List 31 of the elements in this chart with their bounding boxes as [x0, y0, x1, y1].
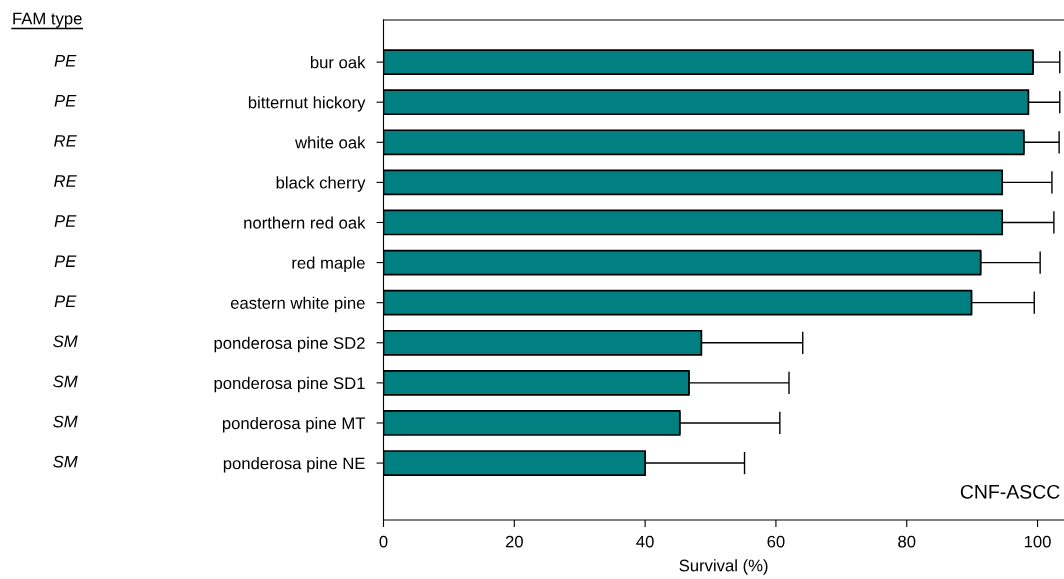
y2-tick-label: RE: [54, 135, 77, 147]
y-tick-label: ponderosa pine NE: [223, 457, 365, 473]
y2-tick-label: PE: [54, 255, 77, 267]
y-tick-label: bur oak: [310, 56, 366, 69]
y-tick-label: white oak: [295, 136, 366, 149]
y-tick-label: northern red oak: [244, 216, 366, 229]
y-tick-label: bitternut hickory: [248, 96, 366, 112]
y2-tick-label: PE: [54, 215, 77, 227]
y2-tick-label: SM: [53, 455, 78, 468]
y-tick-label: red maple: [292, 256, 365, 273]
y2-tick-label: SM: [53, 415, 78, 428]
y2-tick-label: PE: [54, 54, 77, 67]
x-axis-title: Survival (%): [679, 559, 768, 575]
y2-tick-label: PE: [54, 295, 77, 307]
y2-tick-label: RE: [54, 175, 77, 187]
y-tick-label: eastern white pine: [230, 296, 365, 313]
y2-tick-label: PE: [54, 95, 77, 107]
y-tick-label: ponderosa pine MT: [222, 416, 366, 433]
y-tick-label: black cherry: [276, 176, 366, 192]
x-tick-label: 40: [636, 535, 654, 548]
y-tick-label: ponderosa pine SD1: [214, 376, 365, 393]
x-tick-label: 60: [767, 535, 785, 548]
text: FAM type: [13, 12, 82, 28]
x-tick-label: 100: [1024, 535, 1051, 548]
x-tick-label: 80: [898, 535, 916, 548]
y-tick-label: ponderosa pine SD2: [214, 336, 365, 353]
x-tick-label: 0: [379, 535, 388, 548]
annotation: CNF-ASCC: [960, 484, 1060, 499]
y2-tick-label: SM: [53, 375, 78, 388]
y2-tick-label: SM: [53, 335, 78, 348]
x-tick-label: 20: [505, 535, 523, 548]
